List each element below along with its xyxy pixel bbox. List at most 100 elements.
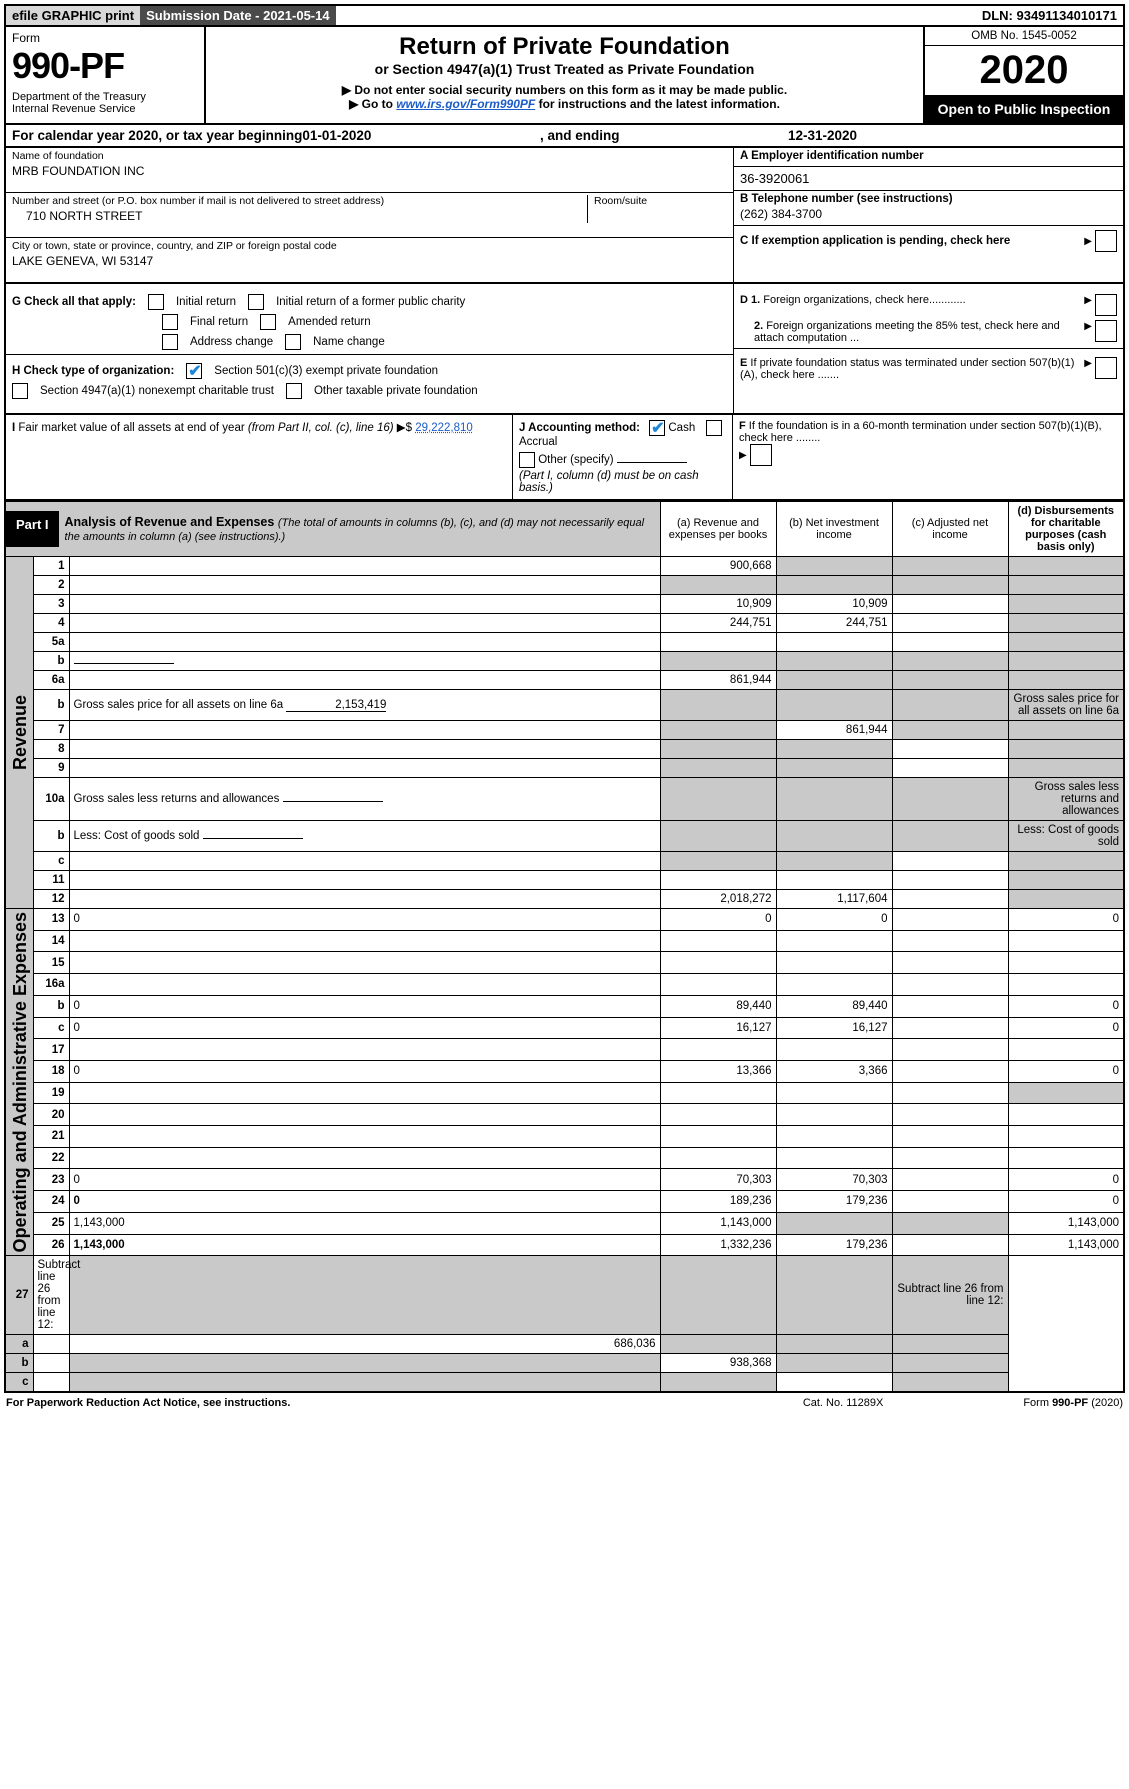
table-cell: 938,368 [660,1354,776,1373]
row-num: 7 [33,721,69,740]
phone-value: (262) 384-3700 [740,205,1117,221]
h-opt-other: Other taxable private foundation [314,385,478,397]
cal-mid: , and ending [371,128,788,143]
form-number-block: Form 990-PF Department of the Treasury I… [6,27,206,123]
g-final-checkbox[interactable] [162,314,178,330]
instr-2-post: for instructions and the latest informat… [535,97,780,111]
footer-right: Form 990-PF (2020) [1023,1397,1123,1409]
row-num: 10a [33,778,69,821]
table-cell [892,1234,1008,1256]
table-cell [1008,1126,1124,1148]
part1-table: Part I Analysis of Revenue and Expenses … [4,501,1125,1393]
form-number: 990-PF [12,45,198,87]
row-num: 4 [33,614,69,633]
footer: For Paperwork Reduction Act Notice, see … [4,1393,1125,1413]
col-b-header: (b) Net investment income [776,502,892,557]
col-c-header: (c) Adjusted net income [892,502,1008,557]
phone-field: B Telephone number (see instructions) (2… [734,191,1123,226]
table-cell: 1,143,000 [660,1212,776,1234]
table-row: 19 [5,1082,1124,1104]
efile-label[interactable]: efile GRAPHIC print [6,6,140,25]
table-cell [1008,557,1124,576]
j-accrual: Accrual [519,436,557,448]
g-name-checkbox[interactable] [285,334,301,350]
table-row: 26 1,143,000 1,332,236 179,236 1,143,000 [5,1234,1124,1256]
table-row: 8 [5,740,1124,759]
form-title: Return of Private Foundation [212,33,917,61]
table-cell [892,852,1008,871]
row-num: 9 [33,759,69,778]
e-checkbox[interactable] [1095,357,1117,379]
row-desc: 0 [69,1169,660,1191]
form-title-block: Return of Private Foundation or Section … [206,27,923,123]
j-note: (Part I, column (d) must be on cash basi… [519,470,726,494]
phone-label: B Telephone number (see instructions) [740,193,1117,205]
table-cell [892,909,1008,931]
footer-left: For Paperwork Reduction Act Notice, see … [6,1397,290,1409]
h-4947-checkbox[interactable] [12,383,28,399]
table-row: 18 0 13,366 3,366 0 [5,1060,1124,1082]
f-block: F If the foundation is in a 60-month ter… [733,415,1123,499]
table-cell: 0 [776,909,892,931]
table-cell [776,974,892,996]
j-cash-checkbox[interactable] [649,420,665,436]
g-initial-return-checkbox[interactable] [148,294,164,310]
row-num: 26 [33,1234,69,1256]
table-cell: 16,127 [660,1017,776,1039]
f-checkbox[interactable] [750,444,772,466]
j-accrual-checkbox[interactable] [706,420,722,436]
col-d-header: (d) Disbursements for charitable purpose… [1008,502,1124,557]
table-cell [1008,633,1124,652]
row-num: 19 [33,1082,69,1104]
c-checkbox[interactable] [1095,230,1117,252]
row-desc: 0 [69,909,660,931]
g-initial-former-checkbox[interactable] [248,294,264,310]
d1-checkbox[interactable] [1095,294,1117,316]
row-desc [69,871,660,890]
j-other-input[interactable] [617,462,687,463]
row-num: c [5,1373,33,1393]
table-cell [892,614,1008,633]
row-num: 15 [33,952,69,974]
calendar-year-row: For calendar year 2020, or tax year begi… [4,125,1125,148]
row-num: 25 [33,1212,69,1234]
g-amended-checkbox[interactable] [260,314,276,330]
ein-value: 36-3920061 [734,167,1123,191]
h-opt-4947: Section 4947(a)(1) nonexempt charitable … [40,385,274,397]
table-cell [1008,871,1124,890]
g-address-checkbox[interactable] [162,334,178,350]
irs-link[interactable]: www.irs.gov/Form990PF [396,97,535,111]
table-cell [892,1335,1008,1354]
h-opt-501c3: Section 501(c)(3) exempt private foundat… [214,365,438,377]
table-cell: 1,143,000 [1008,1234,1124,1256]
h-label: H Check type of organization: [12,365,174,377]
table-row: 15 [5,952,1124,974]
row-num: 3 [33,595,69,614]
table-cell [892,1126,1008,1148]
table-cell [660,974,776,996]
h-other-checkbox[interactable] [286,383,302,399]
table-cell [1008,852,1124,871]
d-e-block: D 1. D 1. Foreign organizations, check h… [733,284,1123,413]
d2-checkbox[interactable] [1095,320,1117,342]
table-row: b 938,368 [5,1354,1124,1373]
arrow-icon [1084,294,1095,306]
table-row: 14 [5,930,1124,952]
j-other-checkbox[interactable] [519,452,535,468]
city-value: LAKE GENEVA, WI 53147 [12,252,727,268]
h-501c3-checkbox[interactable] [186,363,202,379]
table-row: c [5,1373,1124,1393]
table-cell [776,576,892,595]
table-cell [892,1373,1008,1393]
table-cell: 244,751 [776,614,892,633]
g-d-region: G Check all that apply: Initial return I… [4,284,1125,415]
table-cell [660,1104,776,1126]
table-cell: 2,018,272 [660,890,776,909]
table-cell [660,652,776,671]
table-cell [1008,671,1124,690]
table-cell [660,1335,776,1354]
table-cell [660,576,776,595]
part1-tab: Part I [6,511,59,547]
table-cell: 10,909 [660,595,776,614]
table-cell [1008,930,1124,952]
